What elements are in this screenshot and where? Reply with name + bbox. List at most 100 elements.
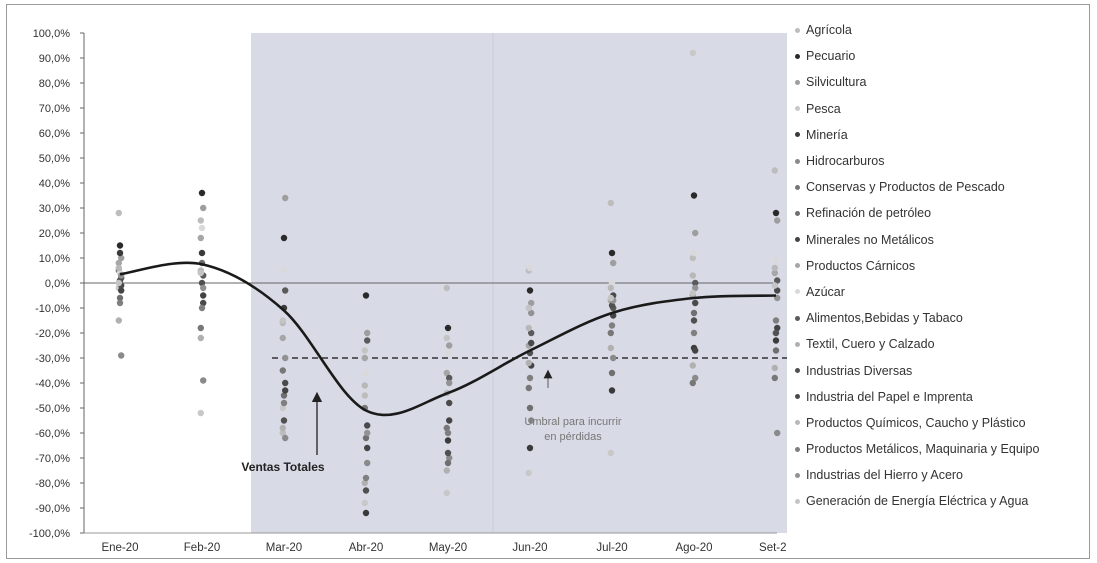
legend-label: Industrias del Hierro y Acero xyxy=(806,468,964,483)
legend-item: Generación de Energía Eléctrica y Agua xyxy=(795,488,1095,514)
data-point xyxy=(772,347,780,354)
data-point xyxy=(771,374,778,382)
data-point xyxy=(200,284,207,292)
data-point xyxy=(446,454,453,462)
data-point xyxy=(116,294,124,302)
data-point xyxy=(115,259,123,267)
legend-item: Industrias del Hierro y Acero xyxy=(795,462,1095,488)
legend-item: Silvicultura xyxy=(795,69,1095,95)
legend-label: Conservas y Productos de Pescado xyxy=(806,180,1005,195)
data-point xyxy=(444,437,452,444)
data-point xyxy=(118,254,125,262)
chart-svg: 100,0% 90,0% 80,0% 70,0% 60,0% 50,0% 40,0% 30,0… xyxy=(29,28,787,554)
data-point xyxy=(526,404,534,412)
data-point xyxy=(444,449,452,457)
data-point xyxy=(443,467,450,474)
legend-label: Refinación de petróleo xyxy=(806,206,932,221)
data-point xyxy=(279,424,286,432)
legend-marker-icon xyxy=(795,106,800,112)
data-point xyxy=(362,369,370,377)
data-point xyxy=(197,409,204,417)
y-tick-label: -20,0% xyxy=(35,328,70,340)
legend-label: Textil, Cuero y Calzado xyxy=(806,337,935,352)
legend-item: Productos Cárnicos xyxy=(795,253,1095,279)
data-point xyxy=(608,279,616,287)
data-point xyxy=(526,374,534,382)
data-point xyxy=(690,329,698,337)
data-point xyxy=(610,259,617,267)
data-point xyxy=(774,277,781,284)
data-point xyxy=(528,339,535,347)
data-point xyxy=(690,309,698,317)
data-point xyxy=(200,299,207,307)
legend-label: Azúcar xyxy=(806,284,845,299)
data-point xyxy=(774,287,781,294)
data-point xyxy=(443,284,450,292)
legend-marker-icon xyxy=(795,446,800,452)
data-point xyxy=(692,284,699,292)
data-point xyxy=(362,509,370,517)
y-tick-label: 40,0% xyxy=(39,178,70,190)
data-point xyxy=(774,217,781,224)
data-point xyxy=(525,469,532,477)
legend-marker-icon xyxy=(795,27,800,33)
data-point xyxy=(198,189,206,197)
x-tick-label: Jun-20 xyxy=(512,542,547,554)
legend-label: Pesca xyxy=(806,101,841,116)
data-point xyxy=(689,272,696,279)
y-tick-label: 50,0% xyxy=(39,153,70,165)
y-tick-label: -50,0% xyxy=(35,403,70,415)
legend-marker-icon xyxy=(795,341,800,347)
data-point xyxy=(608,322,616,329)
data-point xyxy=(116,242,124,249)
legend-marker-icon xyxy=(795,315,800,321)
legend-marker-icon xyxy=(795,472,800,478)
data-point xyxy=(197,234,204,242)
data-point xyxy=(689,379,696,387)
total-sales-line xyxy=(119,261,777,417)
data-point xyxy=(771,264,778,272)
data-point xyxy=(690,192,698,199)
data-point xyxy=(280,399,288,407)
data-point xyxy=(282,194,289,202)
legend-item: Textil, Cuero y Calzado xyxy=(795,331,1095,357)
data-point xyxy=(692,299,699,307)
data-point xyxy=(198,249,206,257)
x-tick-label: May-20 xyxy=(429,542,467,554)
x-tick-label: Feb-20 xyxy=(184,542,220,554)
data-point xyxy=(364,422,371,429)
data-point xyxy=(692,229,699,237)
legend-item: Hidrocarburos xyxy=(795,148,1095,174)
data-point xyxy=(526,287,534,294)
y-tick-label: -10,0% xyxy=(35,303,70,315)
y-tick-label: 60,0% xyxy=(39,128,70,140)
data-point xyxy=(443,489,450,497)
data-point xyxy=(115,317,123,324)
data-point xyxy=(772,257,780,264)
data-point xyxy=(608,369,616,377)
data-point xyxy=(198,279,206,287)
data-point xyxy=(689,49,696,57)
y-tick-label: -90,0% xyxy=(35,503,70,515)
data-point xyxy=(528,299,535,307)
data-point xyxy=(446,417,453,424)
data-point xyxy=(197,217,204,224)
data-point xyxy=(444,349,452,357)
data-point xyxy=(282,287,289,294)
data-point xyxy=(364,459,371,467)
y-tick-label: 80,0% xyxy=(39,78,70,90)
data-point xyxy=(116,299,124,307)
data-point xyxy=(771,364,778,372)
legend-item: Alimentos,Bebidas y Tabaco xyxy=(795,305,1095,331)
data-point xyxy=(607,344,614,352)
data-point xyxy=(692,347,699,354)
legend-label: Alimentos,Bebidas y Tabaco xyxy=(806,311,963,326)
data-point xyxy=(361,392,368,399)
data-point xyxy=(115,209,123,217)
data-point xyxy=(772,337,780,344)
x-tick-label: Abr-20 xyxy=(349,542,384,554)
data-point xyxy=(772,329,780,337)
data-point xyxy=(361,499,368,507)
data-point xyxy=(528,309,535,317)
data-point xyxy=(116,249,124,257)
